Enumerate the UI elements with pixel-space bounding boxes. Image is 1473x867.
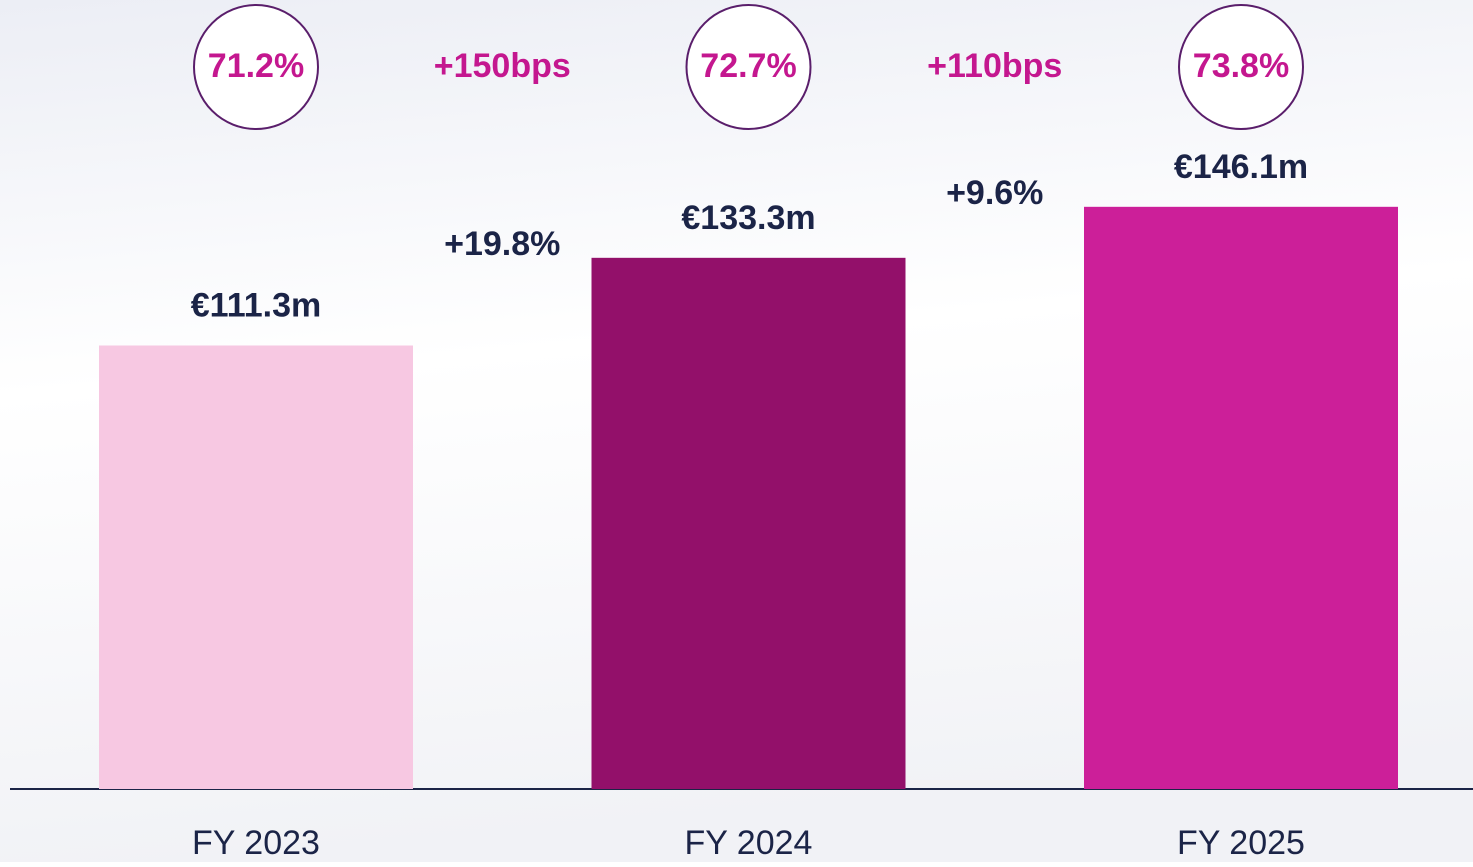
margin-label: 72.7% — [700, 47, 796, 85]
growth-label: +19.8% — [444, 225, 560, 263]
margin-change-label: +110bps — [927, 47, 1062, 85]
x-tick-label: FY 2025 — [1177, 824, 1305, 862]
bar — [99, 345, 413, 789]
growth-label: +9.6% — [946, 174, 1043, 212]
value-label: €133.3m — [681, 199, 815, 237]
margin-circle — [685, 4, 812, 130]
value-label: €146.1m — [1174, 148, 1308, 186]
margin-circle — [1178, 4, 1304, 130]
margin-circle — [193, 4, 319, 130]
x-tick-label: FY 2024 — [685, 824, 813, 862]
value-label: €111.3m — [191, 286, 321, 324]
margin-label: 73.8% — [1193, 47, 1289, 85]
x-tick-label: FY 2023 — [192, 824, 320, 862]
margin-label: 71.2% — [208, 47, 304, 85]
bar — [1084, 206, 1398, 790]
bar — [591, 257, 906, 789]
margin-change-label: +150bps — [434, 47, 571, 85]
